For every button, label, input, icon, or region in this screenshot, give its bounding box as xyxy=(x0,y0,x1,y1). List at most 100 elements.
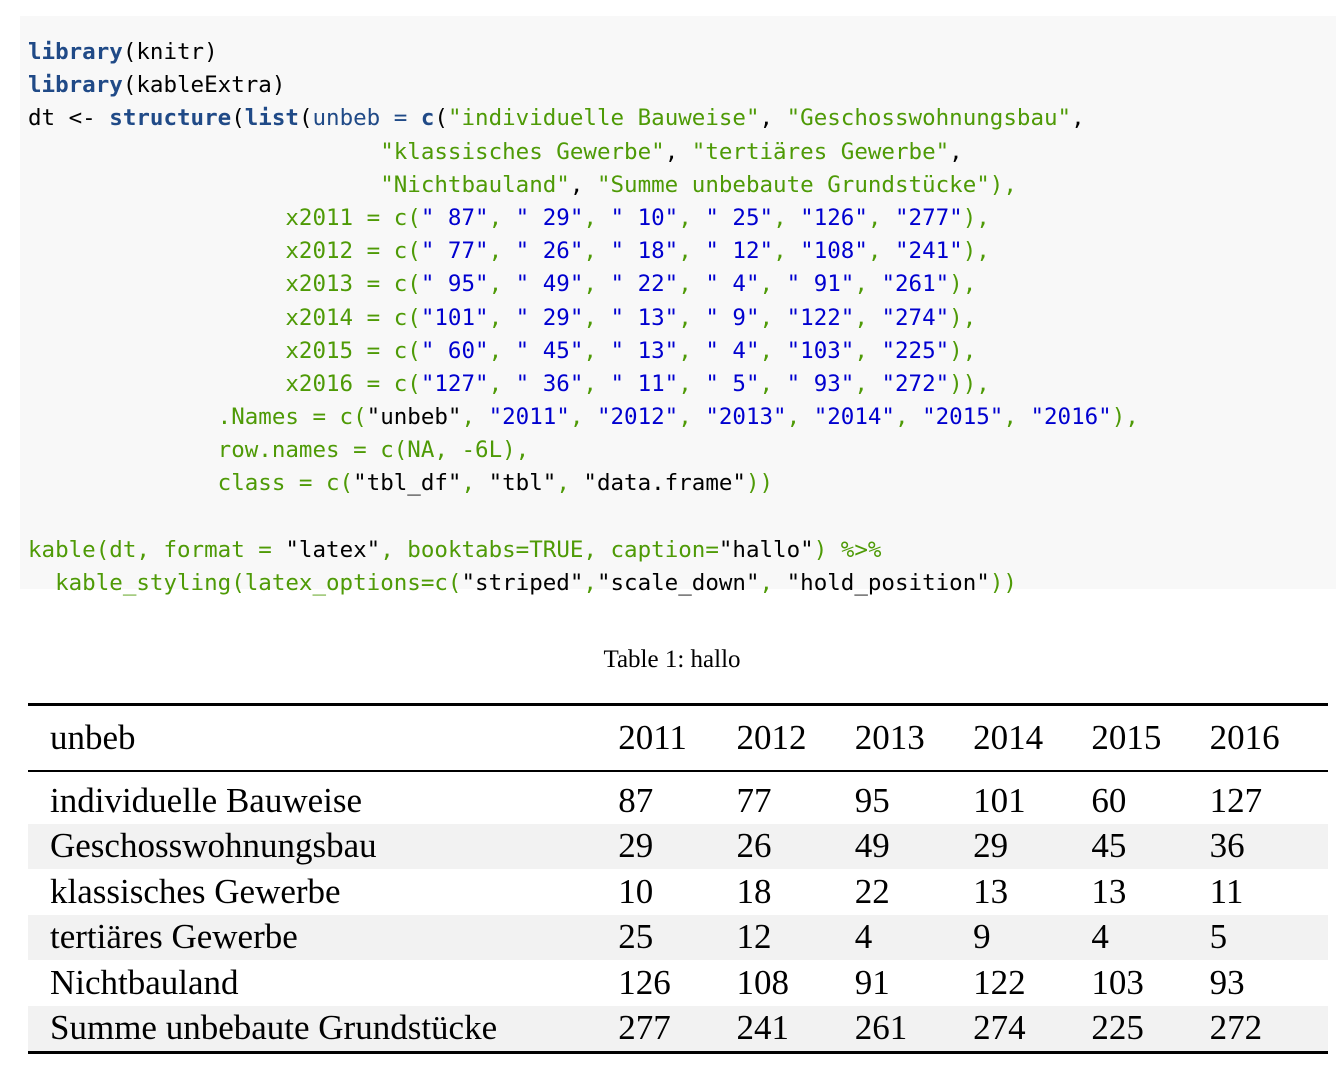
code-token: , xyxy=(949,138,963,165)
code-line: .Names = c("unbeb", "2011", "2012", "201… xyxy=(28,401,1336,434)
code-token: , xyxy=(678,304,706,331)
value-cell: 77 xyxy=(736,780,772,820)
code-token: , xyxy=(1071,105,1085,132)
code-token: structure xyxy=(109,105,232,132)
value-cell: 277 xyxy=(618,1005,737,1054)
code-token: class = c( xyxy=(28,470,354,497)
row-label-cell: individuelle Bauweise xyxy=(50,780,363,820)
code-line: "Nichtbauland", "Summe unbebaute Grundst… xyxy=(28,169,1336,202)
code-line: x2016 = c("127", " 36", " 11", " 5", " 9… xyxy=(28,368,1336,401)
code-token: " 93" xyxy=(786,370,855,397)
code-token: " 45" xyxy=(515,337,584,364)
value-cell: 122 xyxy=(973,962,1026,1002)
code-token: " 4" xyxy=(705,271,760,298)
code-token: kable_styling(latex_options=c( xyxy=(28,570,462,596)
code-token: unbeb = xyxy=(312,105,421,132)
code-token: , xyxy=(867,204,895,231)
code-token: , xyxy=(461,470,489,497)
code-line: x2012 = c(" 77", " 26", " 18", " 12", "1… xyxy=(28,235,1336,268)
code-token: row.names = c(NA, -6L), xyxy=(28,437,530,464)
code-token: , xyxy=(583,271,611,298)
code-token: "Geschosswohnungsbau" xyxy=(786,105,1072,132)
column-header-2011: 2011 xyxy=(618,704,737,772)
code-token: " 12" xyxy=(705,238,774,265)
column-header-2015: 2015 xyxy=(1091,704,1210,772)
value-cell: 5 xyxy=(1209,917,1228,957)
code-token: x2014 = c( xyxy=(28,304,421,331)
code-token: "data.frame" xyxy=(583,470,746,497)
value-cell: 241 xyxy=(736,1005,855,1054)
code-token: , xyxy=(583,204,611,231)
code-token: "122" xyxy=(786,304,855,331)
code-token: "latex" xyxy=(285,536,381,563)
column-header-2013: 2013 xyxy=(854,704,974,772)
code-line: kable_styling(latex_options=c("striped",… xyxy=(28,567,1336,600)
code-token: x2015 = c( xyxy=(28,337,421,364)
row-label-cell: Summe unbebaute Grundstücke xyxy=(28,1005,619,1054)
code-token: " 49" xyxy=(515,271,584,298)
value-cell: 93 xyxy=(1209,962,1245,1002)
code-token: , xyxy=(759,304,787,331)
value-cell: 108 xyxy=(736,962,789,1002)
code-token: , xyxy=(488,238,516,265)
code-token: )) xyxy=(745,470,774,497)
code-token: , xyxy=(759,570,787,596)
code-token: "Nichtbauland" xyxy=(380,171,570,198)
code-token: "2011" xyxy=(488,404,570,431)
code-token: ), xyxy=(949,271,977,298)
row-label-cell: tertiäres Gewerbe xyxy=(50,917,298,957)
code-token: , xyxy=(786,404,814,431)
table-row: tertiäres Gewerbe 25 12 4 9 4 5 xyxy=(28,914,1328,960)
table-header-row: unbeb 2011 2012 2013 2014 2015 2016 xyxy=(28,704,1328,772)
code-token: "striped" xyxy=(461,570,584,596)
code-token: "103" xyxy=(786,337,855,364)
code-token: "225" xyxy=(881,337,950,364)
r-source-code: library(knitr) library(kableExtra) dt <- s… xyxy=(20,36,1336,600)
code-token: , xyxy=(488,271,516,298)
code-token: , xyxy=(854,337,882,364)
code-line: library(kableExtra) xyxy=(28,69,1336,102)
code-token: , xyxy=(759,337,787,364)
column-header-2014: 2014 xyxy=(973,704,1092,772)
code-token: "hold_position" xyxy=(786,570,990,596)
code-token: (knitr) xyxy=(122,39,218,65)
code-token: , xyxy=(583,337,611,364)
code-token: " 13" xyxy=(610,337,679,364)
code-token: )), xyxy=(949,370,990,397)
code-token: , xyxy=(894,404,923,431)
data-table: unbeb 2011 2012 2013 2014 2015 2016 indi… xyxy=(28,703,1328,1054)
code-token: %>% xyxy=(840,536,882,563)
code-line: x2015 = c(" 60", " 45", " 13", " 4", "10… xyxy=(28,335,1336,368)
code-token: , xyxy=(759,271,787,298)
code-token: "108" xyxy=(800,238,868,265)
value-cell: 36 xyxy=(1209,826,1245,866)
table-row: individuelle Bauweise 87 77 95 101 60 127 xyxy=(28,771,1328,824)
code-token: " 25" xyxy=(705,204,774,231)
code-token: , xyxy=(569,404,597,431)
code-token: " 10" xyxy=(610,204,679,231)
value-cell: 10 xyxy=(618,871,654,911)
code-token: , xyxy=(583,304,611,331)
code-token: , xyxy=(583,238,611,265)
code-line: x2013 = c(" 95", " 49", " 22", " 4", " 9… xyxy=(28,268,1336,301)
value-cell: 11 xyxy=(1209,871,1244,911)
code-token: , xyxy=(867,238,895,265)
value-cell: 274 xyxy=(973,1005,1092,1054)
code-token: ( xyxy=(298,105,313,132)
value-cell: 25 xyxy=(618,917,654,957)
code-line xyxy=(28,501,1336,534)
code-token: , xyxy=(488,370,516,397)
value-cell: 101 xyxy=(973,780,1026,820)
code-token: "2014" xyxy=(813,404,895,431)
column-header-2016: 2016 xyxy=(1209,704,1328,772)
value-cell: 18 xyxy=(736,871,772,911)
code-token: , xyxy=(678,404,706,431)
code-token: " 91" xyxy=(786,271,855,298)
code-token: kable(dt, format = xyxy=(28,536,286,563)
code-token: , xyxy=(773,238,801,265)
code-token: x2013 = c( xyxy=(28,271,421,298)
code-token: ), xyxy=(962,204,990,231)
code-token: " 29" xyxy=(515,204,584,231)
code-token: x2011 = c( xyxy=(28,204,421,231)
code-token: " 13" xyxy=(610,304,679,331)
